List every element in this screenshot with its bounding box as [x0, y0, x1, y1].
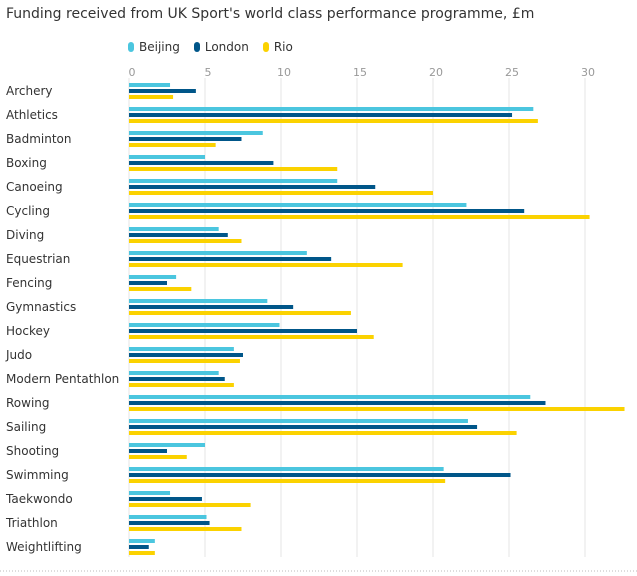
bar-cycling-london [129, 209, 525, 213]
bar-rowing-beijing [129, 395, 531, 399]
bar-judo-london [129, 353, 243, 357]
bar-archery-london [129, 89, 196, 93]
bar-modern-pentathlon-rio [129, 383, 234, 387]
bar-canoeing-london [129, 185, 376, 189]
category-label-athletics: Athletics [6, 108, 58, 122]
bar-archery-rio [129, 95, 174, 99]
bar-rowing-london [129, 401, 546, 405]
category-label-swimming: Swimming [6, 468, 69, 482]
bar-swimming-london [129, 473, 511, 477]
bar-canoeing-rio [129, 191, 433, 195]
x-tick-label-30: 30 [581, 66, 595, 79]
bar-boxing-beijing [129, 155, 205, 159]
chart-title: Funding received from UK Sport's world c… [6, 6, 535, 22]
bar-weightlifting-beijing [129, 539, 155, 543]
category-label-triathlon: Triathlon [5, 516, 58, 530]
bar-taekwondo-london [129, 497, 202, 501]
bar-gymnastics-rio [129, 311, 351, 315]
bar-triathlon-london [129, 521, 210, 525]
bar-modern-pentathlon-london [129, 377, 225, 381]
bar-swimming-rio [129, 479, 446, 483]
bar-cycling-rio [129, 215, 590, 219]
bar-equestrian-london [129, 257, 332, 261]
category-label-cycling: Cycling [6, 204, 50, 218]
category-label-modern-pentathlon: Modern Pentathlon [6, 372, 119, 386]
bar-sailing-london [129, 425, 478, 429]
x-tick-label-10: 10 [277, 66, 291, 79]
bar-weightlifting-london [129, 545, 149, 549]
bar-judo-beijing [129, 347, 234, 351]
bar-fencing-london [129, 281, 167, 285]
x-tick-label-0: 0 [129, 66, 136, 79]
legend-label-rio: Rio [273, 40, 293, 54]
bar-boxing-london [129, 161, 274, 165]
legend-item-rio: Rio [262, 40, 293, 54]
bar-shooting-beijing [129, 443, 205, 447]
legend-item-london: London [193, 40, 249, 54]
bar-hockey-rio [129, 335, 374, 339]
bar-rowing-rio [129, 407, 625, 411]
bar-diving-beijing [129, 227, 219, 231]
bar-boxing-rio [129, 167, 338, 171]
category-label-gymnastics: Gymnastics [6, 300, 76, 314]
bar-modern-pentathlon-beijing [129, 371, 219, 375]
category-label-sailing: Sailing [6, 420, 46, 434]
bar-diving-rio [129, 239, 242, 243]
legend-label-beijing: Beijing [139, 40, 180, 54]
category-label-badminton: Badminton [6, 132, 71, 146]
legend-swatch-rio [262, 42, 269, 52]
bar-swimming-beijing [129, 467, 444, 471]
bar-gymnastics-beijing [129, 299, 268, 303]
bar-athletics-beijing [129, 107, 534, 111]
x-tick-label-5: 5 [205, 66, 212, 79]
bar-taekwondo-rio [129, 503, 251, 507]
category-label-canoeing: Canoeing [6, 180, 63, 194]
bar-equestrian-beijing [129, 251, 307, 255]
category-label-hockey: Hockey [6, 324, 50, 338]
legend-swatch-beijing [128, 42, 134, 52]
bar-badminton-beijing [129, 131, 263, 135]
category-label-equestrian: Equestrian [6, 252, 70, 266]
category-label-taekwondo: Taekwondo [5, 492, 73, 506]
category-label-rowing: Rowing [6, 396, 50, 410]
bar-triathlon-beijing [129, 515, 207, 519]
bar-fencing-beijing [129, 275, 177, 279]
bar-hockey-london [129, 329, 357, 333]
bar-cycling-beijing [129, 203, 467, 207]
bar-triathlon-rio [129, 527, 242, 531]
category-label-weightlifting: Weightlifting [6, 540, 82, 554]
bar-badminton-london [129, 137, 242, 141]
legend-label-london: London [204, 40, 249, 54]
category-label-boxing: Boxing [6, 156, 47, 170]
bar-judo-rio [129, 359, 240, 363]
category-label-diving: Diving [6, 228, 44, 242]
bar-athletics-rio [129, 119, 538, 123]
x-tick-label-20: 20 [429, 66, 443, 79]
bar-athletics-london [129, 113, 513, 117]
bar-archery-beijing [129, 83, 171, 87]
bar-canoeing-beijing [129, 179, 338, 183]
legend-item-beijing: Beijing [128, 40, 180, 54]
bar-weightlifting-rio [129, 551, 155, 555]
bar-taekwondo-beijing [129, 491, 171, 495]
category-label-fencing: Fencing [6, 276, 52, 290]
bar-diving-london [129, 233, 228, 237]
legend: Beijing London Rio [128, 40, 293, 54]
bar-sailing-beijing [129, 419, 468, 423]
bar-equestrian-rio [129, 263, 403, 267]
bar-badminton-rio [129, 143, 216, 147]
x-tick-label-25: 25 [505, 66, 519, 79]
category-label-archery: Archery [6, 84, 53, 98]
bar-gymnastics-london [129, 305, 294, 309]
category-label-judo: Judo [5, 348, 32, 362]
bar-fencing-rio [129, 287, 192, 291]
bar-shooting-london [129, 449, 167, 453]
bar-sailing-rio [129, 431, 517, 435]
bar-shooting-rio [129, 455, 187, 459]
bar-hockey-beijing [129, 323, 280, 327]
legend-swatch-london [193, 42, 200, 52]
category-label-shooting: Shooting [6, 444, 59, 458]
x-tick-label-15: 15 [353, 66, 367, 79]
